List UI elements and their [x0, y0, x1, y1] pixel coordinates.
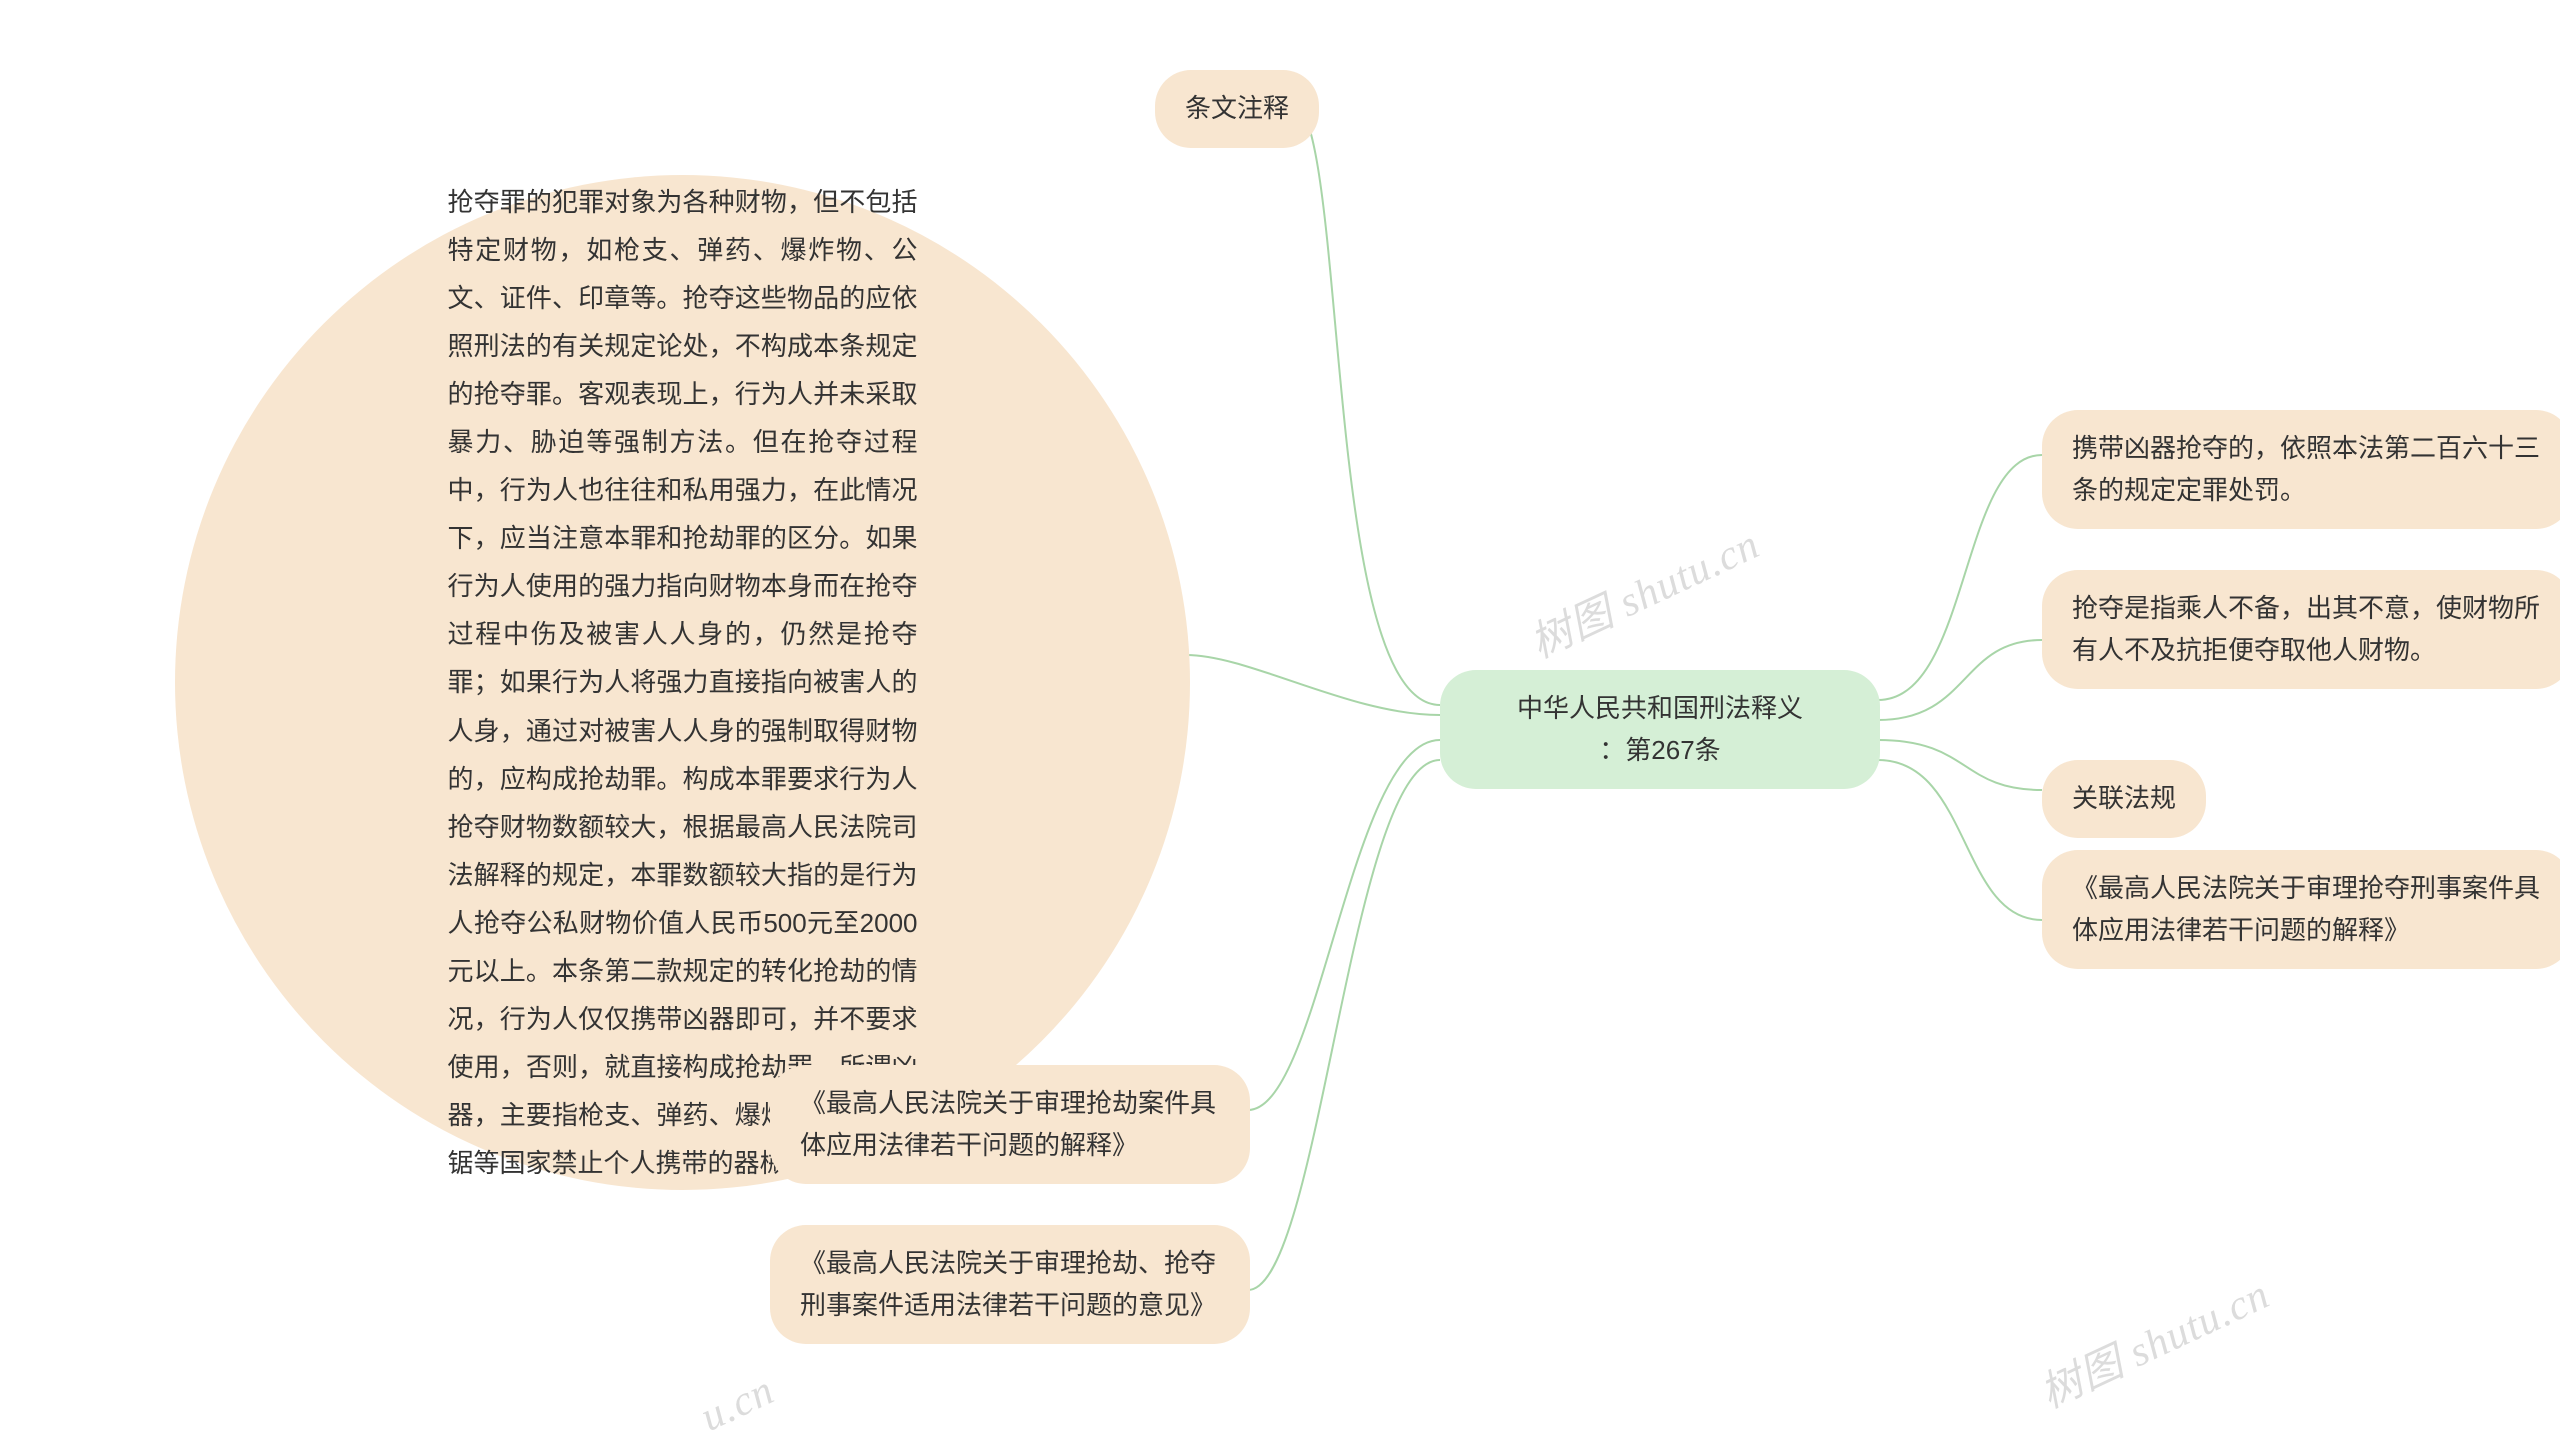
- node-related-laws: 关联法规: [2042, 760, 2206, 838]
- center-line1: 中华人民共和国刑法释义: [1517, 693, 1803, 723]
- center-node: 中华人民共和国刑法释义 ：第267条: [1440, 670, 1880, 789]
- watermark: 树图 shutu.cn: [2029, 1261, 2278, 1421]
- watermark: u.cn: [693, 1366, 781, 1441]
- node-weapon-rule: 携带凶器抢夺的，依照本法第二百六十三条的规定定罪处罚。: [2042, 410, 2560, 529]
- node-law1: 《最高人民法院关于审理抢夺刑事案件具体应用法律若干问题的解释》: [2042, 850, 2560, 969]
- long-paragraph-text: 抢夺罪的犯罪对象为各种财物，但不包括特定财物，如枪支、弹药、爆炸物、公文、证件、…: [448, 178, 918, 1188]
- node-long-paragraph: 抢夺罪的犯罪对象为各种财物，但不包括特定财物，如枪支、弹药、爆炸物、公文、证件、…: [175, 175, 1190, 1190]
- node-annotation: 条文注释: [1155, 70, 1319, 148]
- watermark: 树图 shutu.cn: [1519, 511, 1768, 671]
- node-definition: 抢夺是指乘人不备，出其不意，使财物所有人不及抗拒便夺取他人财物。: [2042, 570, 2560, 689]
- center-line2: ：第267条: [1599, 735, 1720, 765]
- node-law3: 《最高人民法院关于审理抢劫、抢夺刑事案件适用法律若干问题的意见》: [770, 1225, 1250, 1344]
- node-law2: 《最高人民法院关于审理抢劫案件具体应用法律若干问题的解释》: [770, 1065, 1250, 1184]
